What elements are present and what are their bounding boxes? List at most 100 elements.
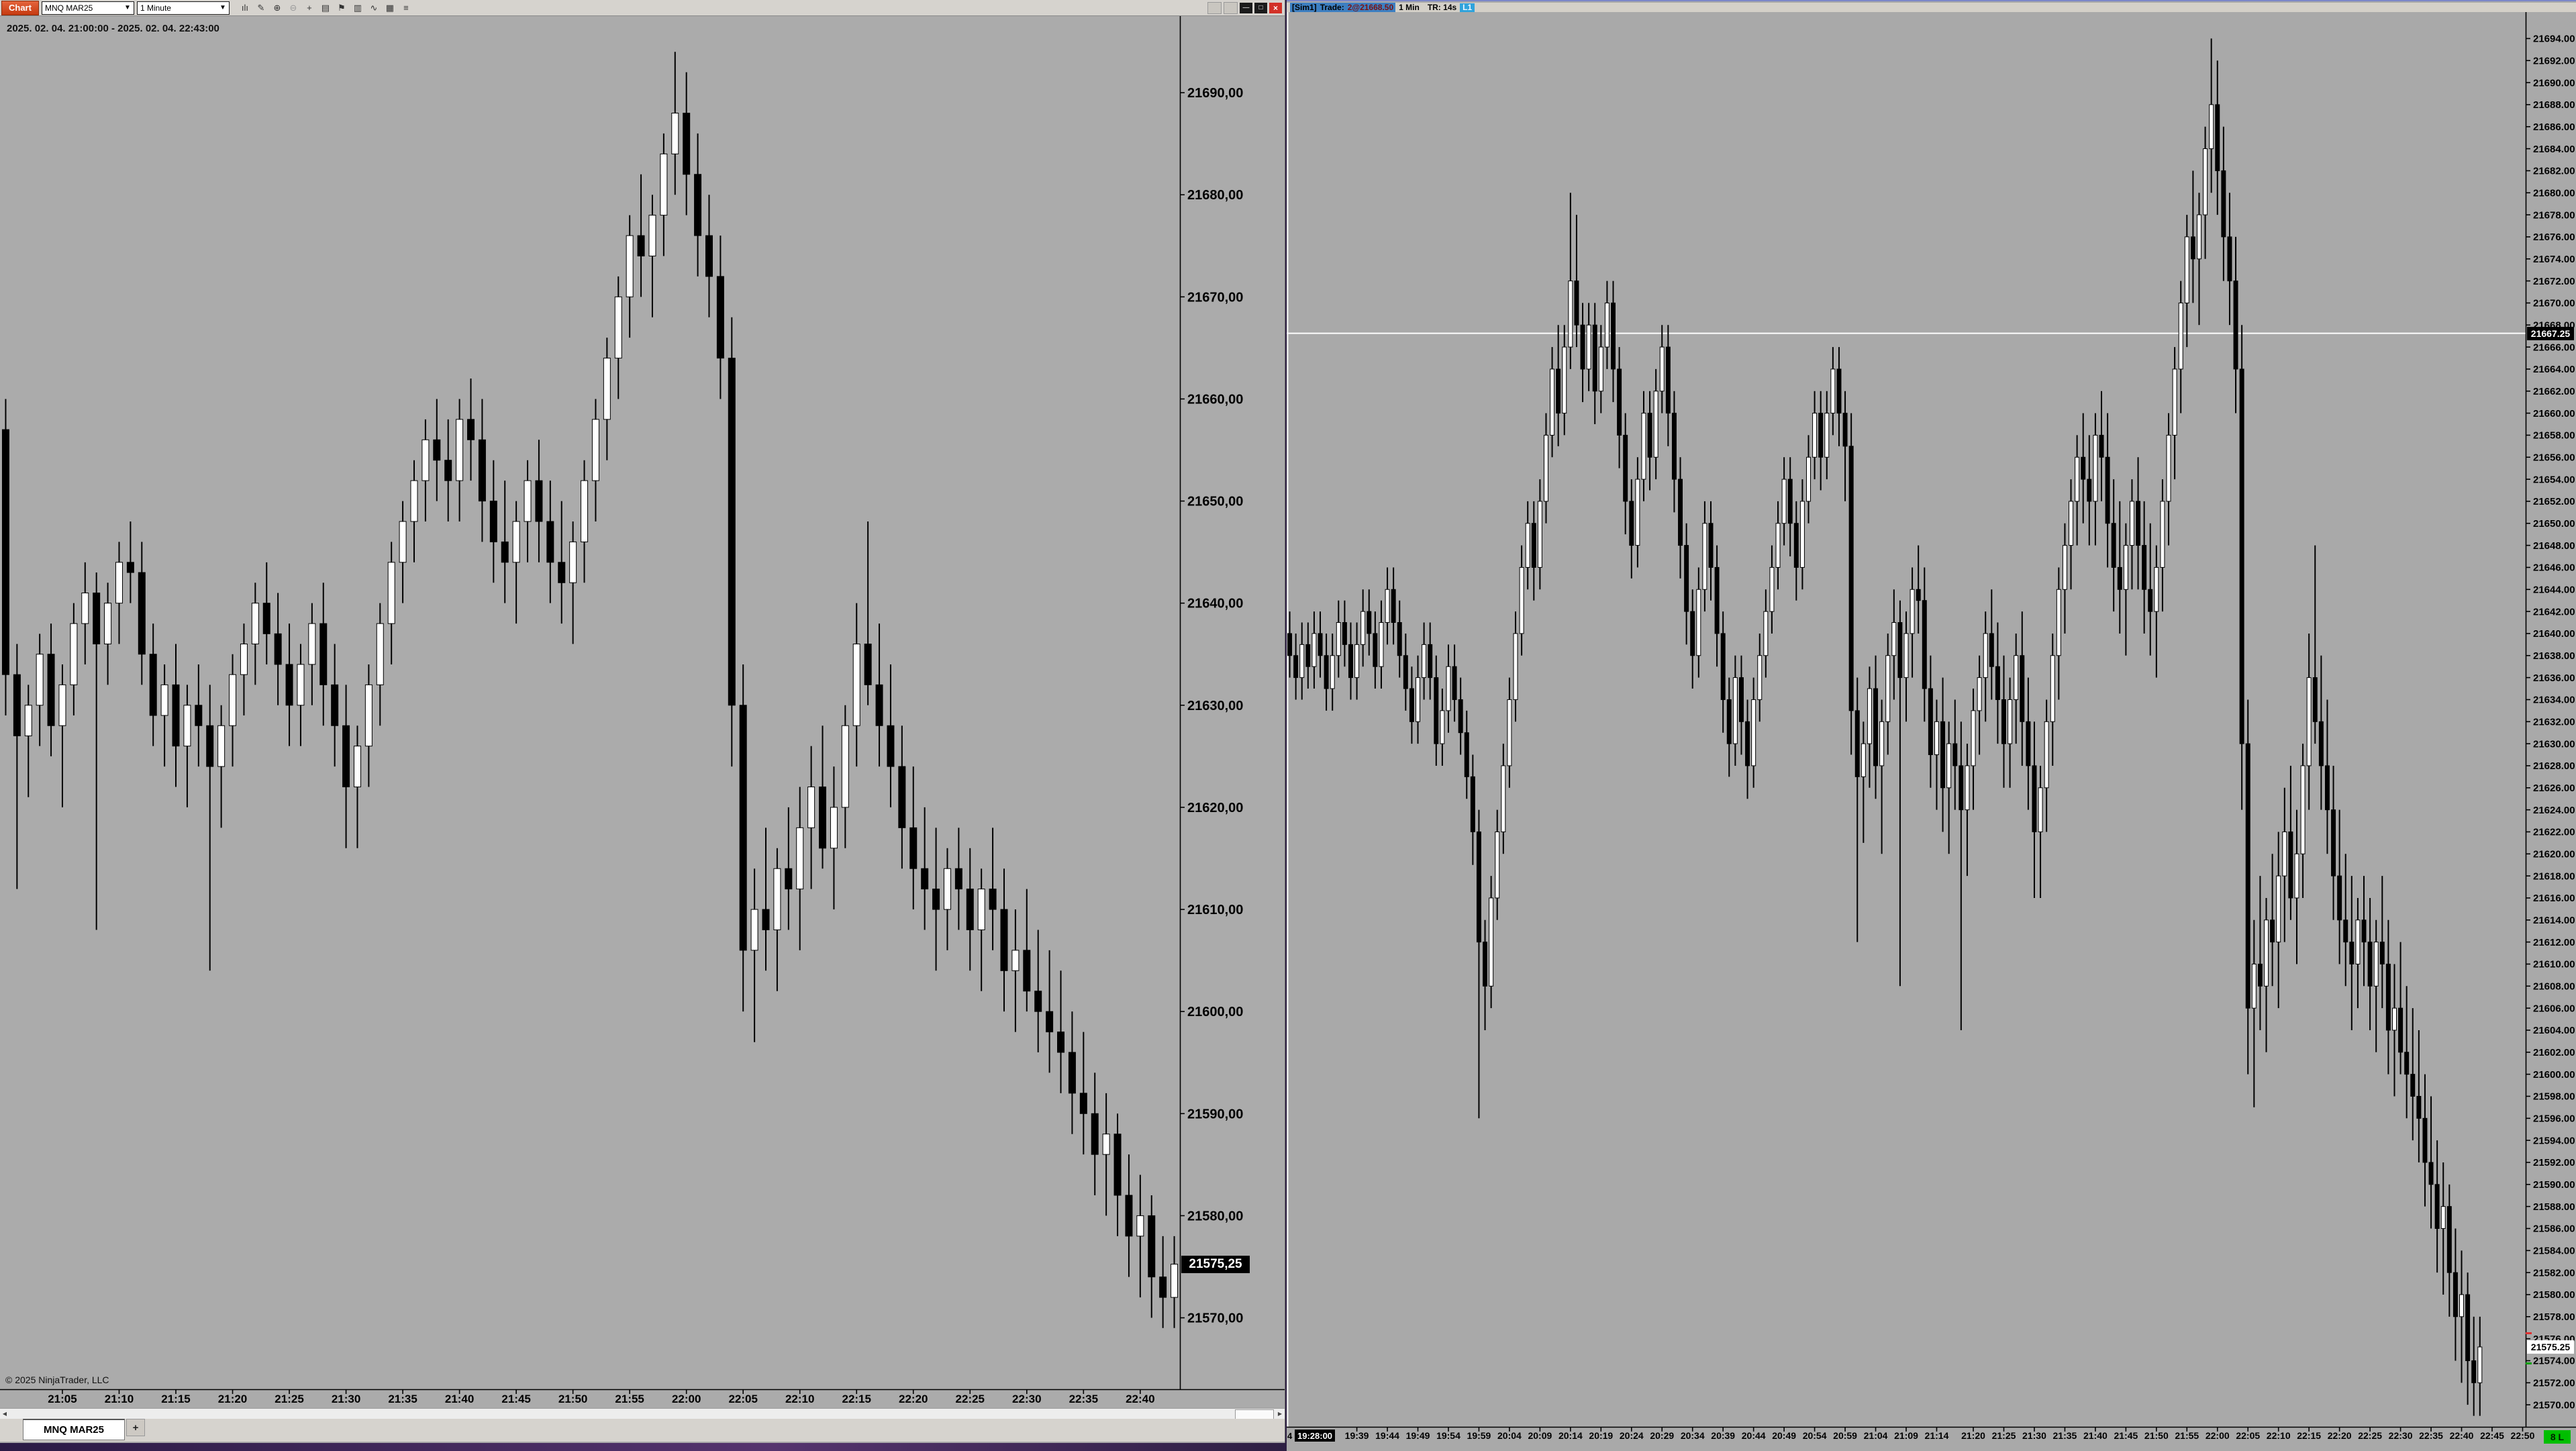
svg-text:21:30: 21:30 xyxy=(2022,1430,2046,1441)
svg-text:21660,00: 21660,00 xyxy=(1187,392,1243,407)
window-extra-button[interactable] xyxy=(1224,1,1238,14)
svg-text:21664.00: 21664.00 xyxy=(2533,364,2575,375)
svg-text:21578.00: 21578.00 xyxy=(2533,1311,2575,1323)
left-price-axis-region[interactable] xyxy=(1180,16,1285,1389)
svg-text:21594.00: 21594.00 xyxy=(2533,1135,2575,1146)
svg-text:22:15: 22:15 xyxy=(2297,1430,2321,1441)
svg-text:22:00: 22:00 xyxy=(672,1393,701,1405)
svg-text:21690.00: 21690.00 xyxy=(2533,77,2575,89)
svg-text:20:14: 20:14 xyxy=(1558,1430,1583,1441)
zoom-out-icon[interactable]: ⊖ xyxy=(289,2,297,13)
svg-text:21572.00: 21572.00 xyxy=(2533,1378,2575,1389)
svg-text:21636.00: 21636.00 xyxy=(2533,672,2575,684)
svg-text:21:30: 21:30 xyxy=(332,1393,360,1405)
chart-toolbar: Chart MNQ MAR25 ▼ 1 Minute ▼ ılı ✎ ⊕ ⊖ + ▤ ⚑ ▥ ∿… xyxy=(0,0,1285,16)
svg-text:21666.00: 21666.00 xyxy=(2533,342,2575,353)
scroll-right-arrow-icon[interactable]: ▶ xyxy=(1277,1411,1283,1417)
svg-text:21:15: 21:15 xyxy=(161,1393,190,1405)
maximize-button[interactable]: □ xyxy=(1254,2,1267,13)
svg-text:21616.00: 21616.00 xyxy=(2533,893,2575,904)
svg-text:19:44: 19:44 xyxy=(1375,1430,1399,1441)
svg-text:21650.00: 21650.00 xyxy=(2533,518,2575,530)
sim1-title-bar[interactable]: [Sim1] Trade: 2@21668.50 1 Min TR: 14s L… xyxy=(1287,3,2576,12)
svg-text:22:15: 22:15 xyxy=(842,1393,871,1405)
svg-text:21620,00: 21620,00 xyxy=(1187,801,1243,815)
right-price-axis-region[interactable] xyxy=(2526,12,2576,1427)
svg-text:21672.00: 21672.00 xyxy=(2533,276,2575,287)
drawing-tools-icon[interactable]: ∿ xyxy=(370,2,378,13)
svg-text:21654.00: 21654.00 xyxy=(2533,474,2575,485)
data-box-icon[interactable]: ▤ xyxy=(321,2,330,13)
right-chart-canvas[interactable]: 21694.00 21692.00 21690.00 21688.00 21686.00… xyxy=(1287,12,2576,1451)
svg-text:21580.00: 21580.00 xyxy=(2533,1289,2575,1301)
price-bars-icon[interactable]: ılı xyxy=(241,3,249,13)
svg-text:21670,00: 21670,00 xyxy=(1187,290,1243,305)
left-time-axis-region[interactable] xyxy=(0,1389,1180,1408)
svg-text:21:45: 21:45 xyxy=(501,1393,530,1405)
flag-icon[interactable]: ⚑ xyxy=(338,2,346,13)
svg-text:21648.00: 21648.00 xyxy=(2533,540,2575,552)
svg-text:21622.00: 21622.00 xyxy=(2533,827,2575,838)
svg-text:21600,00: 21600,00 xyxy=(1187,1005,1243,1019)
svg-text:20:09: 20:09 xyxy=(1528,1430,1552,1441)
svg-text:21626.00: 21626.00 xyxy=(2533,783,2575,794)
add-tab-button[interactable]: + xyxy=(126,1419,145,1436)
svg-text:21600.00: 21600.00 xyxy=(2533,1069,2575,1081)
interval-select[interactable]: 1 Minute ▼ xyxy=(136,1,230,15)
svg-text:21614.00: 21614.00 xyxy=(2533,915,2575,926)
toolbar-icon-group: ılı ✎ ⊕ ⊖ + ▤ ⚑ ▥ ∿ ▦ ≡ xyxy=(238,1,413,15)
properties-icon[interactable]: ≡ xyxy=(403,3,409,13)
chart-style-icon[interactable]: ▥ xyxy=(353,2,362,13)
svg-text:21650,00: 21650,00 xyxy=(1187,495,1243,509)
svg-text:20:34: 20:34 xyxy=(1681,1430,1705,1441)
scroll-left-arrow-icon[interactable]: ◀ xyxy=(2,1411,7,1417)
instrument-select-value: MNQ MAR25 xyxy=(44,3,93,13)
instrument-select[interactable]: MNQ MAR25 ▼ xyxy=(41,1,134,15)
svg-text:21662.00: 21662.00 xyxy=(2533,386,2575,397)
svg-text:21570,00: 21570,00 xyxy=(1187,1311,1243,1326)
svg-text:21678.00: 21678.00 xyxy=(2533,209,2575,221)
svg-text:21580,00: 21580,00 xyxy=(1187,1209,1243,1223)
svg-text:21628.00: 21628.00 xyxy=(2533,760,2575,772)
tab-mnq-mar25[interactable]: MNQ MAR25 xyxy=(23,1419,125,1440)
svg-text:21586.00: 21586.00 xyxy=(2533,1223,2575,1235)
left-chart-plot-region[interactable] xyxy=(0,16,1180,1389)
scrollbar-thumb[interactable] xyxy=(1235,1409,1274,1419)
pencil-icon[interactable]: ✎ xyxy=(257,2,265,13)
svg-text:19:59: 19:59 xyxy=(1467,1430,1491,1441)
svg-text:21:09: 21:09 xyxy=(1894,1430,1918,1441)
copyright-label: © 2025 NinjaTrader, LLC xyxy=(5,1374,109,1385)
svg-text:21640,00: 21640,00 xyxy=(1187,597,1243,611)
grid-icon[interactable]: ▦ xyxy=(385,2,395,13)
window-extra-button[interactable] xyxy=(1207,1,1222,14)
right-time-axis-region[interactable] xyxy=(1287,1427,2526,1451)
svg-text:21680,00: 21680,00 xyxy=(1187,188,1243,203)
right-chart-plot-region[interactable] xyxy=(1287,12,2526,1427)
minimize-button[interactable]: — xyxy=(1240,2,1252,13)
svg-text:21694.00: 21694.00 xyxy=(2533,34,2575,45)
bid-price-mark xyxy=(2526,1332,2532,1335)
session-start-time-box: 19:28:00 xyxy=(1295,1430,1336,1442)
svg-text:21656.00: 21656.00 xyxy=(2533,452,2575,464)
crosshair-icon[interactable]: + xyxy=(307,3,312,13)
svg-text:21642.00: 21642.00 xyxy=(2533,606,2575,617)
svg-text:21684.00: 21684.00 xyxy=(2533,144,2575,155)
svg-text:21:25: 21:25 xyxy=(275,1393,303,1405)
svg-text:20:29: 20:29 xyxy=(1650,1430,1674,1441)
svg-text:21692.00: 21692.00 xyxy=(2533,55,2575,66)
svg-text:20:54: 20:54 xyxy=(1803,1430,1827,1441)
svg-text:21640.00: 21640.00 xyxy=(2533,628,2575,640)
svg-text:21:50: 21:50 xyxy=(2144,1430,2169,1441)
chart-menu-button[interactable]: Chart xyxy=(1,0,39,15)
candlestick-series xyxy=(1287,12,2526,1427)
svg-text:21:20: 21:20 xyxy=(1961,1430,1985,1441)
close-button[interactable]: × xyxy=(1269,2,1282,13)
ninjatrader-chart-window: Chart MNQ MAR25 ▼ 1 Minute ▼ ılı ✎ ⊕ ⊖ + ▤ ⚑ ▥ ∿… xyxy=(0,0,1285,1443)
zoom-in-icon[interactable]: ⊕ xyxy=(273,2,281,13)
svg-text:21644.00: 21644.00 xyxy=(2533,585,2575,596)
left-chart-canvas[interactable]: 21690,00 21680,00 21670,00 21660,00 21650,00… xyxy=(0,16,1285,1408)
svg-text:21608.00: 21608.00 xyxy=(2533,981,2575,993)
svg-text:21596.00: 21596.00 xyxy=(2533,1113,2575,1125)
svg-text:21570.00: 21570.00 xyxy=(2533,1399,2575,1411)
svg-text:19:54: 19:54 xyxy=(1436,1430,1460,1441)
